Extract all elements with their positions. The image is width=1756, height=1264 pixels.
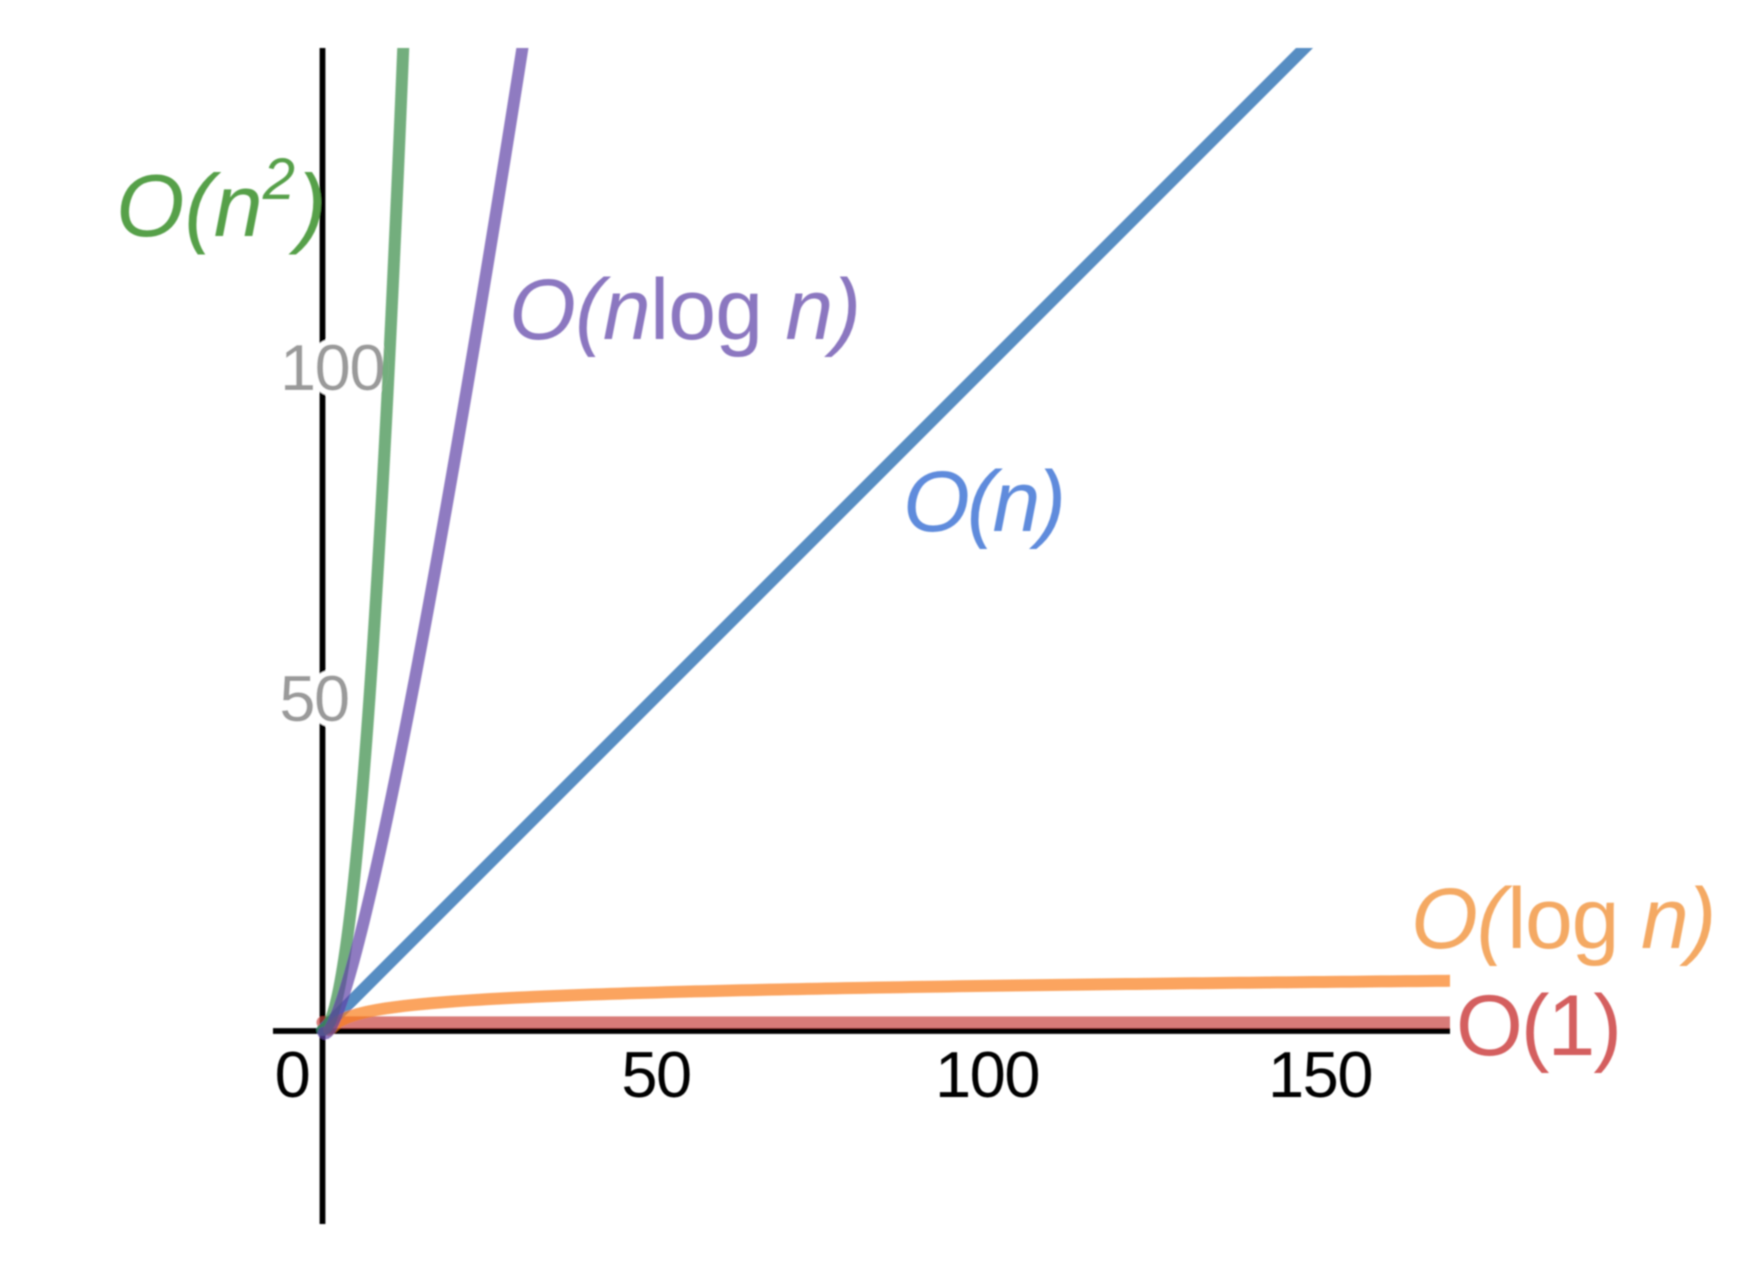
svg-text:150: 150 xyxy=(1268,1038,1372,1111)
svg-text:O(nlog n): O(nlog n) xyxy=(509,262,860,358)
svg-text:100: 100 xyxy=(935,1038,1039,1111)
svg-text:0: 0 xyxy=(275,1038,310,1111)
svg-text:50: 50 xyxy=(621,1038,690,1111)
svg-text:O(n2): O(n2) xyxy=(116,147,326,255)
svg-text:O(1): O(1) xyxy=(1456,978,1620,1074)
svg-text:O(log n): O(log n) xyxy=(1411,871,1715,967)
svg-text:50: 50 xyxy=(279,662,348,735)
svg-text:O(n): O(n) xyxy=(903,454,1063,550)
svg-text:100: 100 xyxy=(280,331,384,404)
